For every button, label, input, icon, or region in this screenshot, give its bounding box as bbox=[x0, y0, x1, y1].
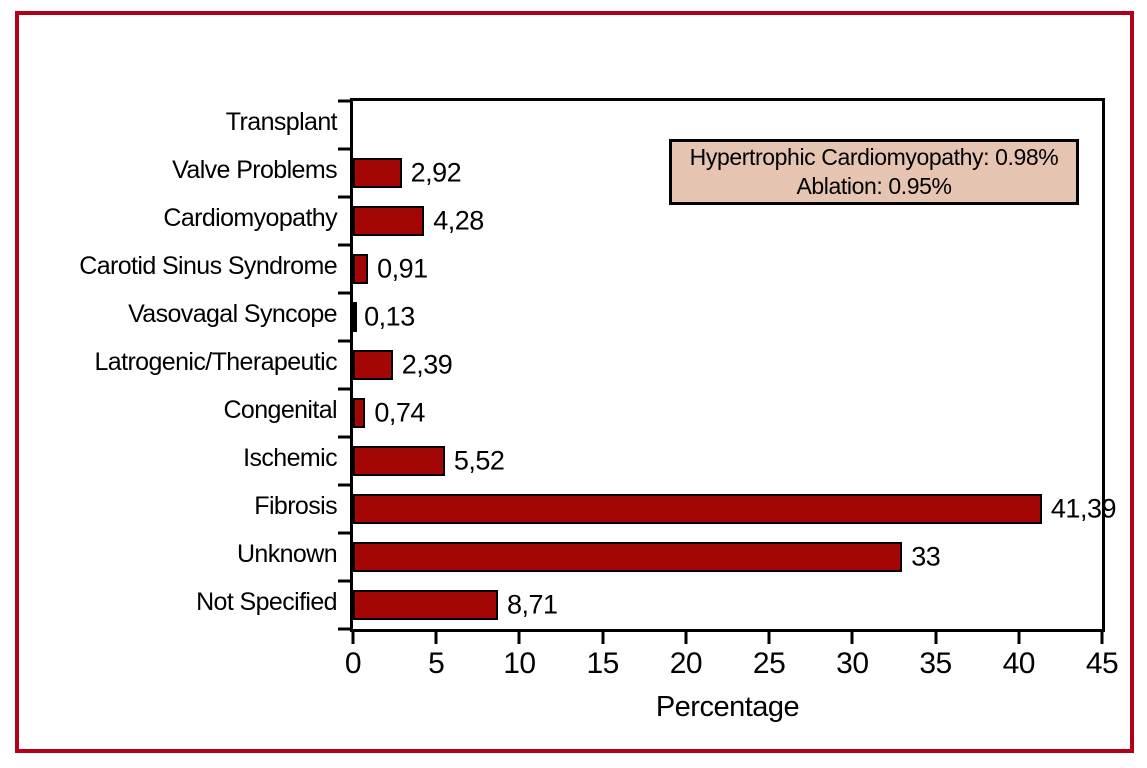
x-axis-tick bbox=[684, 632, 688, 644]
bar-row-ischemic: 5,52 bbox=[353, 437, 1102, 485]
x-axis-tick bbox=[767, 632, 771, 644]
y-axis-labels: Transplant Valve Problems Cardiomyopathy Ca… bbox=[43, 98, 337, 626]
category-label-valve-problems: Valve Problems bbox=[172, 155, 337, 184]
value-label-carotid-sinus-syndrome: 0,91 bbox=[377, 253, 428, 284]
y-axis-tick bbox=[338, 195, 353, 199]
bar-row-cardiomyopathy: 4,28 bbox=[353, 197, 1102, 245]
value-label-latrogenic-therapeutic: 2,39 bbox=[401, 349, 453, 380]
y-axis-tick bbox=[338, 147, 353, 151]
x-axis-tick bbox=[434, 632, 438, 644]
value-label-not-specified: 8,71 bbox=[506, 589, 558, 620]
annotation-line-1: Hypertrophic Cardiomyopathy: 0.98% bbox=[689, 144, 1059, 170]
y-axis-tick bbox=[338, 243, 353, 247]
y-axis-tick bbox=[338, 627, 353, 631]
bar-row-vasovagal-syncope: 0,13 bbox=[353, 293, 1102, 341]
category-label-congenital: Congenital bbox=[223, 395, 337, 424]
annotation-line-2: Ablation: 0.95% bbox=[796, 173, 952, 199]
bar-unknown bbox=[353, 542, 903, 572]
x-tick-label-5: 5 bbox=[428, 647, 445, 680]
value-label-valve-problems: 2,92 bbox=[410, 157, 462, 188]
x-axis-tick bbox=[850, 632, 854, 644]
value-label-unknown: 33 bbox=[911, 541, 941, 572]
y-axis-tick bbox=[338, 435, 353, 439]
category-label-transplant: Transplant bbox=[225, 107, 338, 136]
bar-not-specified bbox=[353, 590, 498, 620]
y-axis-tick bbox=[338, 531, 353, 535]
bar-fibrosis bbox=[353, 494, 1042, 524]
y-axis-tick bbox=[338, 387, 353, 391]
bar-row-unknown: 33 bbox=[353, 533, 1102, 581]
category-label-unknown: Unknown bbox=[236, 539, 338, 568]
annotation-box: Hypertrophic Cardiomyopathy: 0.98% Ablat… bbox=[669, 139, 1079, 205]
bar-vasovagal-syncope bbox=[353, 302, 357, 332]
bar-congenital bbox=[353, 398, 366, 428]
x-tick-label-35: 35 bbox=[919, 647, 952, 680]
bar-ischemic bbox=[353, 446, 445, 476]
x-tick-label-30: 30 bbox=[836, 647, 869, 680]
category-label-vasovagal-syncope: Vasovagal Syncope bbox=[128, 299, 338, 328]
bar-row-congenital: 0,74 bbox=[353, 389, 1102, 437]
x-axis-tick bbox=[351, 632, 355, 644]
value-label-cardiomyopathy: 4,28 bbox=[433, 205, 484, 236]
value-label-fibrosis: 41,39 bbox=[1050, 493, 1117, 524]
bar-cardiomyopathy bbox=[353, 206, 425, 236]
x-tick-label-15: 15 bbox=[586, 647, 619, 680]
bar-row-valve-problems: 2,92 bbox=[353, 149, 1102, 197]
y-axis-tick bbox=[338, 579, 353, 583]
bar-row-carotid-sinus-syndrome: 0,91 bbox=[353, 245, 1102, 293]
y-axis-tick bbox=[338, 291, 353, 295]
x-axis-tick bbox=[517, 632, 521, 644]
category-label-not-specified: Not Specified bbox=[196, 587, 338, 616]
category-label-cardiomyopathy: Cardiomyopathy bbox=[163, 203, 337, 232]
bar-row-fibrosis: 41,39 bbox=[353, 485, 1116, 533]
bar-row-latrogenic-therapeutic: 2,39 bbox=[353, 341, 1102, 389]
x-tick-label-25: 25 bbox=[752, 647, 786, 680]
category-label-ischemic: Ischemic bbox=[243, 443, 337, 472]
value-label-vasovagal-syncope: 0,13 bbox=[364, 301, 415, 332]
x-axis-tick bbox=[934, 632, 938, 644]
x-tick-label-45: 45 bbox=[1085, 647, 1119, 680]
bar-latrogenic-therapeutic bbox=[353, 350, 393, 380]
x-axis-title: Percentage bbox=[655, 691, 800, 723]
value-label-ischemic: 5,52 bbox=[453, 445, 505, 476]
bar-row-not-specified: 8,71 bbox=[353, 581, 1102, 629]
x-axis-tick bbox=[601, 632, 605, 644]
bar-valve-problems bbox=[353, 158, 402, 188]
y-axis-tick bbox=[338, 99, 353, 103]
x-tick-label-20: 20 bbox=[669, 647, 703, 680]
category-label-fibrosis: Fibrosis bbox=[254, 491, 337, 520]
y-axis-tick bbox=[338, 483, 353, 487]
x-axis-tick bbox=[1100, 632, 1104, 644]
x-axis-tick bbox=[1017, 632, 1021, 644]
x-tick-label-40: 40 bbox=[1002, 647, 1036, 680]
figure-border: Transplant Valve Problems Cardiomyopathy Ca… bbox=[15, 11, 1134, 753]
plot-area: 2,92 4,28 0,91 0,13 2,39 0,74 5,52 41,39 33 8,71 … bbox=[338, 98, 1119, 723]
category-label-carotid-sinus-syndrome: Carotid Sinus Syndrome bbox=[79, 251, 337, 280]
value-label-congenital: 0,74 bbox=[374, 397, 425, 428]
y-axis-tick bbox=[338, 339, 353, 343]
bar-carotid-sinus-syndrome bbox=[353, 254, 369, 284]
x-tick-label-10: 10 bbox=[503, 647, 536, 680]
category-label-latrogenic-therapeutic: Latrogenic/Therapeutic bbox=[94, 347, 337, 376]
x-tick-label-0: 0 bbox=[344, 647, 362, 680]
